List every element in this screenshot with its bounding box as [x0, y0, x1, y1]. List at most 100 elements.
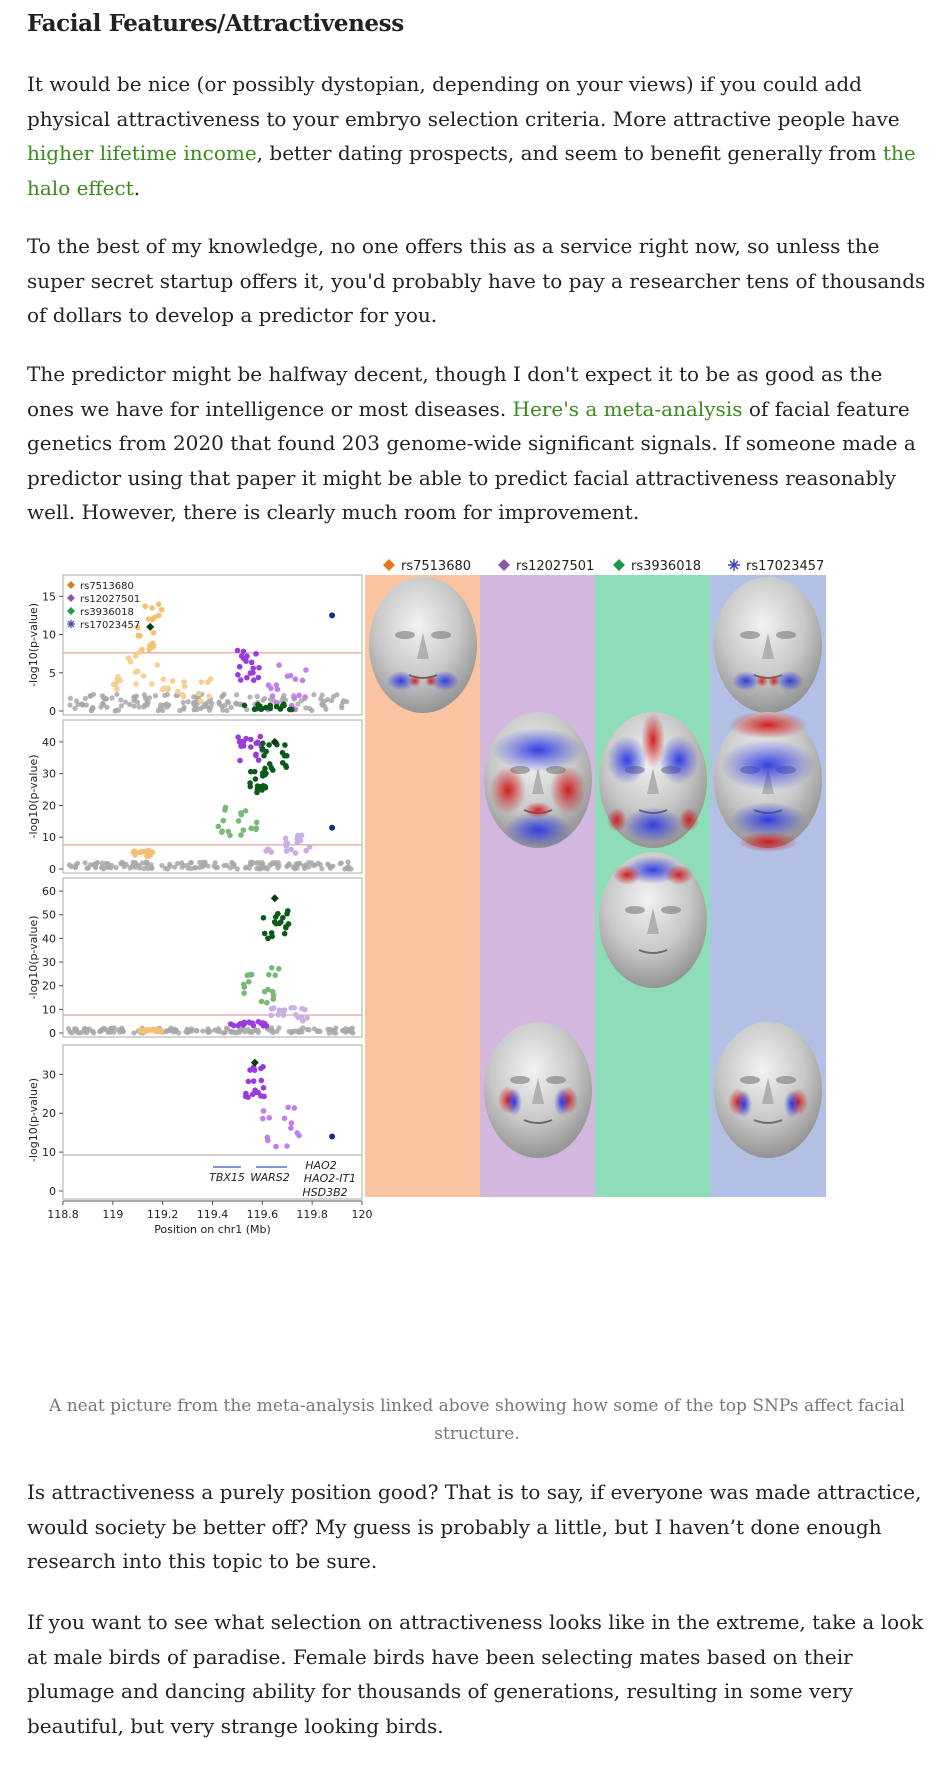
data-point — [240, 827, 247, 833]
data-point — [191, 702, 197, 708]
data-point — [296, 861, 302, 867]
data-point — [255, 1018, 262, 1025]
data-point — [119, 859, 125, 865]
meta-analysis-link[interactable]: Here's a meta-analysis — [512, 396, 743, 421]
data-point — [234, 647, 241, 654]
data-point — [109, 695, 115, 701]
data-point — [149, 605, 155, 611]
data-point — [197, 705, 204, 711]
data-point — [247, 780, 253, 786]
y-tick-label: 20 — [42, 799, 56, 812]
data-point — [212, 860, 218, 866]
halo-effect-link[interactable]: the halo effect — [27, 141, 916, 200]
data-point — [266, 761, 273, 767]
data-point — [115, 673, 121, 680]
data-point — [241, 1020, 248, 1027]
data-point — [249, 859, 255, 866]
y-tick-label: 10 — [42, 831, 56, 844]
gene-track — [62, 1154, 363, 1200]
data-point — [295, 1014, 302, 1021]
data-point — [280, 914, 286, 921]
data-point — [104, 704, 110, 710]
higher-lifetime-income-link[interactable]: higher lifetime income — [27, 141, 257, 165]
data-point — [256, 664, 262, 671]
face-nose — [417, 633, 429, 659]
data-point — [272, 860, 278, 866]
data-point — [266, 971, 272, 978]
data-point — [303, 705, 309, 711]
data-point — [273, 703, 280, 710]
data-point — [82, 695, 88, 702]
data-point — [65, 1026, 72, 1032]
data-point — [319, 702, 326, 708]
face-rs12027501-row4 — [484, 1022, 592, 1158]
data-point — [273, 682, 280, 688]
data-point — [238, 810, 244, 816]
data-point — [295, 701, 301, 707]
gene-label-hao2-it1: HAO2-IT1 — [304, 1172, 356, 1185]
face-rs7513680-row1 — [369, 577, 477, 713]
data-point — [292, 676, 299, 682]
paragraph-1: It would be nice (or possibly dystopian,… — [27, 72, 916, 200]
data-point — [180, 699, 186, 706]
data-point — [253, 819, 260, 826]
data-point — [311, 692, 317, 698]
data-point — [319, 692, 325, 698]
x-tick-label: 119 — [102, 1208, 123, 1221]
data-point — [146, 646, 152, 653]
data-point — [260, 740, 266, 747]
y-tick-label: 30 — [42, 1068, 56, 1081]
data-point — [134, 624, 141, 631]
plot-legend-label: rs3936018 — [80, 607, 134, 618]
gene-label-wars2: WARS2 — [250, 1171, 289, 1184]
data-point — [272, 914, 279, 920]
data-point — [191, 706, 198, 713]
data-point — [75, 701, 81, 708]
data-point — [275, 966, 282, 972]
data-point — [345, 863, 352, 870]
data-point — [280, 1012, 287, 1018]
data-point — [330, 1030, 337, 1036]
data-point — [292, 866, 298, 872]
data-point — [138, 1026, 144, 1033]
data-point — [134, 699, 141, 705]
data-point — [281, 702, 287, 709]
data-point — [339, 1027, 346, 1034]
data-point — [266, 742, 272, 748]
data-point — [248, 825, 254, 832]
data-point — [205, 679, 211, 686]
column-header-rs12027501: rs12027501 — [516, 559, 594, 574]
y-tick-label: 15 — [42, 590, 56, 603]
data-point — [216, 699, 222, 705]
data-point — [258, 1065, 264, 1072]
data-point — [291, 694, 297, 701]
face-red-region — [756, 675, 768, 687]
y-axis-label: -log10(p-value) — [27, 754, 40, 838]
data-point — [274, 686, 281, 693]
x-axis-label: Position on chr1 (Mb) — [154, 1223, 271, 1236]
data-point — [323, 706, 329, 712]
data-point — [261, 1093, 267, 1100]
data-point — [179, 860, 185, 866]
data-point — [72, 705, 78, 712]
legend-marker-rs17023457 — [728, 559, 740, 571]
y-tick-label: 0 — [49, 705, 56, 718]
data-point — [345, 859, 351, 865]
data-point — [254, 789, 260, 796]
data-point — [142, 603, 148, 610]
data-point — [202, 860, 208, 866]
data-point — [260, 861, 266, 867]
data-point — [135, 632, 142, 639]
face-red-region — [607, 808, 627, 832]
data-point — [181, 683, 188, 690]
data-point — [258, 998, 265, 1005]
lead-snp — [270, 894, 279, 903]
data-point — [251, 768, 258, 775]
data-point — [281, 930, 288, 937]
data-point — [181, 679, 187, 685]
data-point — [260, 1108, 267, 1114]
data-point — [136, 865, 143, 871]
data-point — [184, 862, 191, 868]
plot-legend-label: rs12027501 — [80, 594, 140, 605]
data-point — [244, 972, 251, 979]
